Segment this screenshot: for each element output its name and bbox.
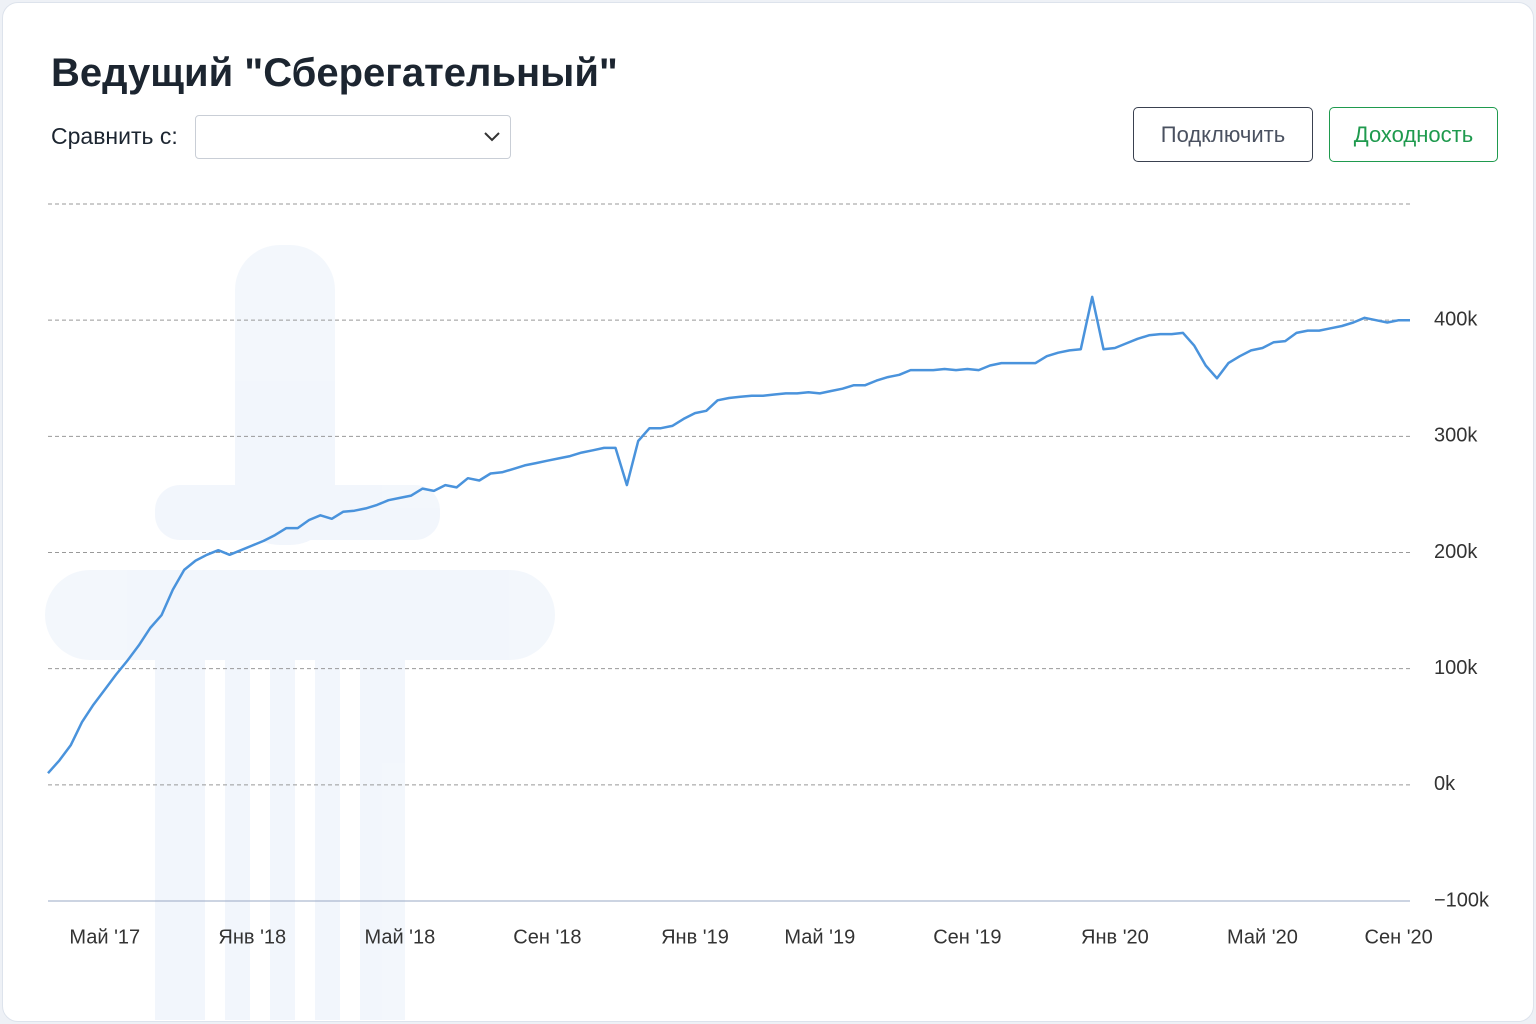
x-tick-label: Сен '18 [513,926,581,948]
x-tick-label: Сен '19 [933,926,1001,948]
x-tick-label: Май '18 [364,926,435,948]
chevron [484,132,500,142]
x-tick-label: Май '20 [1227,926,1298,948]
y-tick-label: 100k [1434,657,1478,679]
x-tick-label: Сен '20 [1365,926,1433,948]
y-tick-label: 300k [1434,425,1478,447]
connect-button[interactable]: Подключить [1133,107,1313,162]
compare-label: Сравнить с: [51,123,178,149]
y-tick-label: 400k [1434,308,1478,330]
y-tick-label: 200k [1434,541,1478,563]
x-tick-label: Май '19 [784,926,855,948]
compare-select[interactable] [195,115,511,159]
y-tick-label: 0k [1434,773,1456,795]
data-line [47,295,1410,775]
x-tick-label: Янв '18 [218,926,286,948]
page-title: Ведущий "Сберегательный" [51,51,618,95]
yield-button[interactable]: Доходность [1329,107,1498,162]
x-tick-label: Янв '19 [661,926,729,948]
watermark [45,245,555,1020]
y-tick-label: −100k [1434,889,1490,911]
x-tick-label: Май '17 [69,926,140,948]
x-tick-label: Янв '20 [1081,926,1149,948]
